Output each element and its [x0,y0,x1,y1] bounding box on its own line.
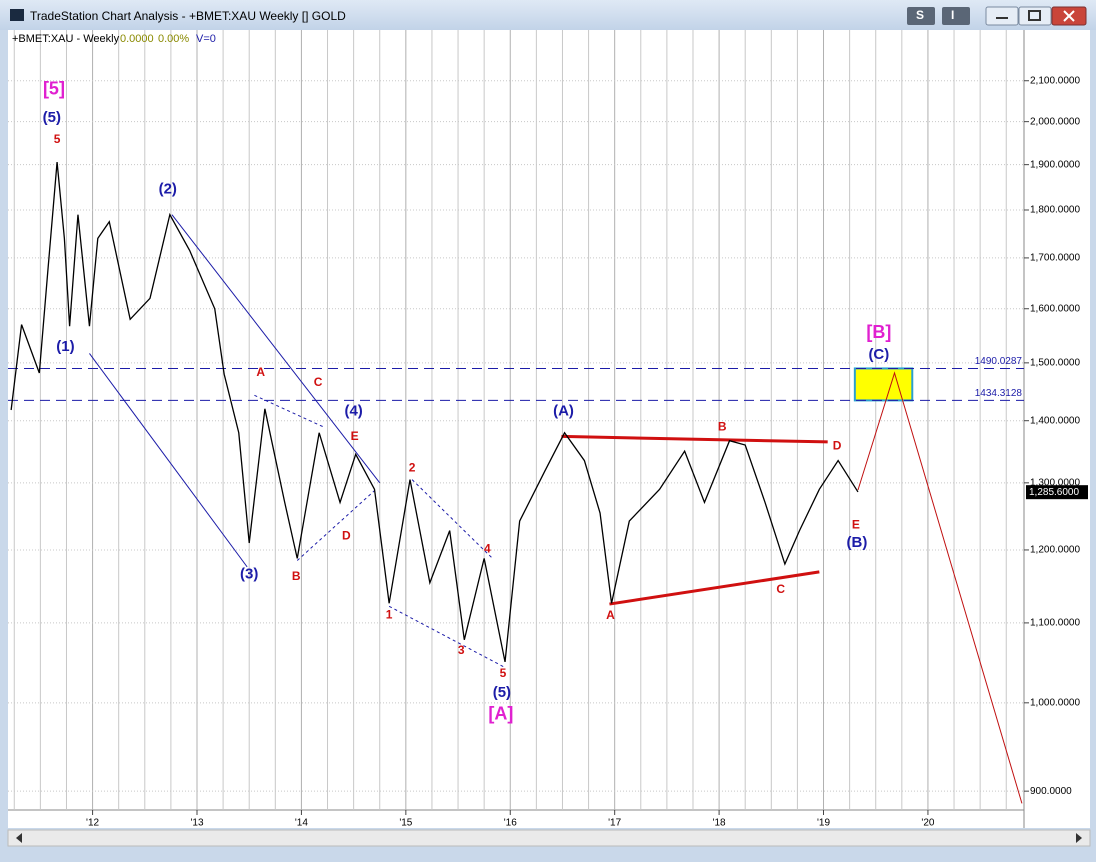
change: 0.0000 [120,33,154,45]
wave-label: D [342,528,351,542]
y-tick-label: 1,800.0000 [1030,205,1080,216]
x-tick-label: '16 [504,818,517,829]
wave-label: 2 [409,460,416,474]
x-tick-label: '13 [190,818,203,829]
trendline [171,214,381,484]
trendline [89,353,248,568]
y-tick-label: 1,700.0000 [1030,253,1080,264]
trendline [857,371,1023,804]
trendline [561,434,828,444]
trendline [609,570,820,606]
symbol-label: +BMET:XAU - Weekly [12,33,120,45]
minimize-button[interactable] [985,6,1019,26]
i-button-label[interactable]: I [951,8,954,22]
target-zone [853,367,914,402]
last-price-tag [1026,485,1088,500]
change-pct: 0.00% [158,33,189,45]
y-tick-label: 1,600.0000 [1030,303,1080,314]
wave-label: C [776,582,785,596]
x-tick-label: '18 [713,818,726,829]
minimize-icon [996,17,1008,19]
s-button-label[interactable]: S [916,8,924,22]
y-tick-label: 1,400.0000 [1030,415,1080,426]
price-line [10,161,859,663]
i-button[interactable] [942,7,970,25]
x-tick-label: '17 [608,818,621,829]
x-tick-label: '20 [921,818,934,829]
trendline [254,394,325,428]
y-tick-label: 1,100.0000 [1030,618,1080,629]
x-tick-label: '19 [817,818,830,829]
wave-label: A [256,365,265,379]
last-price-label: 1,285.6000 [1029,487,1079,498]
trendline [388,605,506,668]
wave-label: E [852,517,860,531]
y-tick-label: 1,500.0000 [1030,357,1080,368]
volume: V=0 [196,33,216,45]
wave-label: (B) [847,534,868,551]
s-button[interactable] [907,7,935,25]
wave-label: (5) [43,109,61,126]
y-tick-label: 2,100.0000 [1030,75,1080,86]
wave-label: A [606,608,615,622]
x-tick-label: '12 [86,818,99,829]
wave-label: (3) [240,566,258,583]
scrollbar[interactable] [7,829,1091,847]
wave-label: E [351,429,359,443]
wave-label: D [833,438,842,452]
wave-label: (C) [868,346,889,363]
maximize-button[interactable] [1018,6,1052,26]
wave-label: B [292,569,301,583]
x-tick-label: '14 [295,818,308,829]
wave-label: (2) [159,181,177,198]
y-tick-label: 1,200.0000 [1030,545,1080,556]
y-tick-label: 1,000.0000 [1030,697,1080,708]
app-icon [10,9,24,21]
trendline [411,479,493,559]
wave-label: (1) [56,338,74,355]
wave-label: [5] [43,78,65,98]
grid: '12 '13 '14 '15 '16 '17 '18 '19 '20 900.0000 1,000… [8,30,1080,829]
wave-label: 1 [386,607,393,621]
wave-label: (A) [553,403,574,420]
y-tick-label: 1,900.0000 [1030,159,1080,170]
wave-label: (4) [344,403,362,420]
wave-label: [B] [866,322,891,342]
window-title: TradeStation Chart Analysis - +BMET:XAU … [30,9,346,23]
trendline [296,490,375,561]
y-tick-label: 2,000.0000 [1030,116,1080,127]
y-tick-label: 900.0000 [1030,786,1072,797]
level-label: 1490.0287 [975,356,1023,367]
x-tick-label: '15 [399,818,412,829]
scroll-right[interactable] [1076,833,1082,843]
scroll-left[interactable] [16,833,22,843]
level-label: 1434.3128 [975,388,1023,399]
wave-label: B [718,419,727,433]
wave-label: 4 [484,541,491,555]
wave-label: 5 [500,666,507,680]
wave-label: [A] [488,703,513,723]
maximize-icon [1028,10,1041,21]
close-icon [1063,10,1075,22]
wave-label: (5) [493,684,511,701]
chart-area [8,30,1090,828]
wave-label: C [314,375,323,389]
y-tick-label: 1,300.0000 [1030,477,1080,488]
plot: 1490.0287 1434.3128 [5] (5) 5 (2) (1) (3) A C (4) E… [8,78,1024,804]
wave-label: 5 [54,132,61,146]
wave-label: 3 [458,643,465,657]
